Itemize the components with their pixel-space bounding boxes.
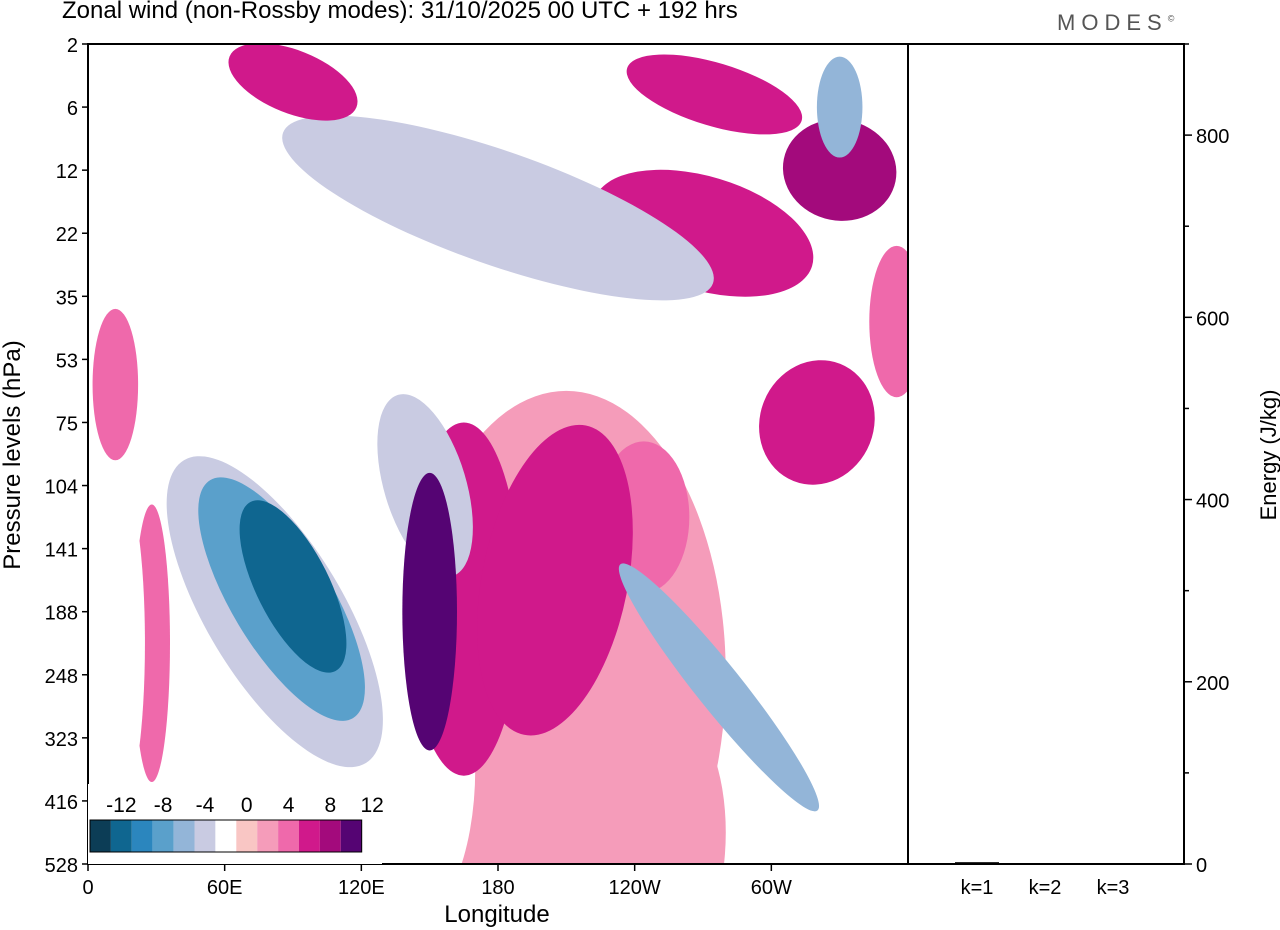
longitude-tick-label: 120W — [609, 877, 661, 899]
pressure-tick-label: 248 — [45, 666, 78, 688]
brand-mark: © — [1167, 13, 1175, 24]
energy-tick-label: 0 — [1196, 855, 1207, 877]
wind-region-pos-west-mid — [92, 308, 139, 461]
energy-bar-k=2 — [1023, 863, 1067, 865]
energy-tick-label: 800 — [1196, 126, 1229, 148]
colorbar-swatch — [110, 820, 132, 852]
wind-region-pos-block-c — [477, 424, 633, 736]
energy-categories: k=1 k=2 k=3 — [961, 877, 1130, 899]
pressure-tick-label: 323 — [45, 729, 78, 751]
wind-region-neg-250w — [618, 563, 820, 812]
x-axis-title: Longitude — [444, 901, 549, 928]
longitude-tick-label: 60W — [751, 877, 792, 899]
colorbar-swatch — [257, 820, 279, 852]
energy-axis-title: Energy (J/kg) — [1256, 390, 1280, 521]
wind-region-pos-far-east — [869, 245, 908, 398]
wind-region-jet-neg-core — [239, 500, 347, 673]
wind-region-neg-upper-east — [816, 56, 863, 158]
wind-region-pos-upper-mid — [626, 54, 803, 135]
longitude-tick-label: 60E — [207, 877, 243, 899]
brand-name: MODES — [1057, 10, 1168, 35]
colorbar-swatch — [90, 820, 111, 852]
pressure-tick-label: 2 — [67, 35, 78, 57]
energy-category-label: k=3 — [1097, 877, 1130, 899]
pressure-tick-label: 12 — [56, 161, 78, 183]
energy-tick-label: 400 — [1196, 491, 1229, 513]
wind-region-pos-upper-east — [782, 119, 897, 221]
colorbar-swatch — [173, 820, 195, 852]
energy-tick-label: 600 — [1196, 308, 1229, 330]
pressure-tick-label: 75 — [56, 413, 78, 435]
wind-region-pos-west-low — [133, 504, 170, 782]
colorbar-swatch — [299, 820, 320, 852]
colorbar-label: -4 — [196, 794, 215, 817]
pressure-axis: 2 6 12 22 35 53 75 104 141 188 248 323 416 528 — [45, 35, 88, 877]
wind-region-neg-west-low — [99, 485, 145, 801]
energy-tick-label: 200 — [1196, 673, 1229, 695]
colorbar-swatch — [215, 820, 237, 852]
pressure-tick-label: 35 — [56, 287, 78, 309]
colorbar-swatch — [236, 820, 258, 852]
wind-region-pos-bottom — [634, 718, 726, 864]
wind-region-neg-east — [782, 422, 897, 864]
pressure-tick-label: 104 — [45, 477, 78, 499]
longitude-axis: 0 60E 120E 180 120W 60W — [82, 864, 792, 899]
pressure-tick-label: 528 — [45, 855, 78, 877]
wind-region-pos-upper-west — [228, 44, 358, 121]
energy-axis: 0 200 400 600 800 — [1184, 43, 1229, 877]
pressure-tick-label: 22 — [56, 224, 78, 246]
colorbar-label: 8 — [325, 794, 337, 817]
colorbar-label: -8 — [154, 794, 173, 817]
colorbar-swatch — [340, 820, 362, 852]
colorbar-label: -12 — [106, 794, 136, 817]
colorbar-label: 12 — [360, 794, 383, 817]
brand-logo: MODES© — [1057, 10, 1174, 36]
wind-region-neg-upper-band — [282, 115, 714, 301]
wind-region-neg-upper-west — [103, 92, 255, 185]
colorbar-label: 0 — [241, 794, 253, 817]
colorbar-label: 4 — [283, 794, 295, 817]
colorbar-swatch — [319, 820, 341, 852]
y-axis-title: Pressure levels (hPa) — [0, 340, 26, 569]
pressure-tick-label: 6 — [67, 98, 78, 120]
energy-panel-frame — [907, 43, 1185, 865]
colorbar-outline — [89, 819, 363, 853]
energy-category-label: k=2 — [1029, 877, 1062, 899]
zonal-wind-heatmap — [92, 44, 908, 864]
colorbar-swatch — [131, 820, 153, 852]
energy-category-label: k=1 — [961, 877, 994, 899]
colorbar-legend: -12 -8 -4 0 4 8 12 — [88, 784, 384, 864]
energy-bar-k=3 — [1091, 863, 1135, 865]
colorbar-swatch — [278, 820, 299, 852]
longitude-tick-label: 120E — [338, 877, 385, 899]
wind-region-pos-east-mid — [759, 360, 875, 485]
energy-bar-k=1 — [955, 862, 999, 864]
wind-region-pos-block-a — [402, 472, 457, 751]
pressure-tick-label: 141 — [45, 540, 78, 562]
pressure-tick-label: 416 — [45, 792, 78, 814]
longitude-tick-label: 180 — [481, 877, 514, 899]
pressure-tick-label: 53 — [56, 350, 78, 372]
colorbar-swatch — [194, 820, 216, 852]
energy-bars — [955, 862, 1135, 865]
chart-title: Zonal wind (non-Rossby modes): 31/10/202… — [62, 0, 738, 24]
longitude-tick-label: 0 — [82, 877, 93, 899]
pressure-tick-label: 188 — [45, 603, 78, 625]
colorbar-swatch — [152, 820, 174, 852]
wind-region-neg-bottom — [406, 737, 453, 864]
